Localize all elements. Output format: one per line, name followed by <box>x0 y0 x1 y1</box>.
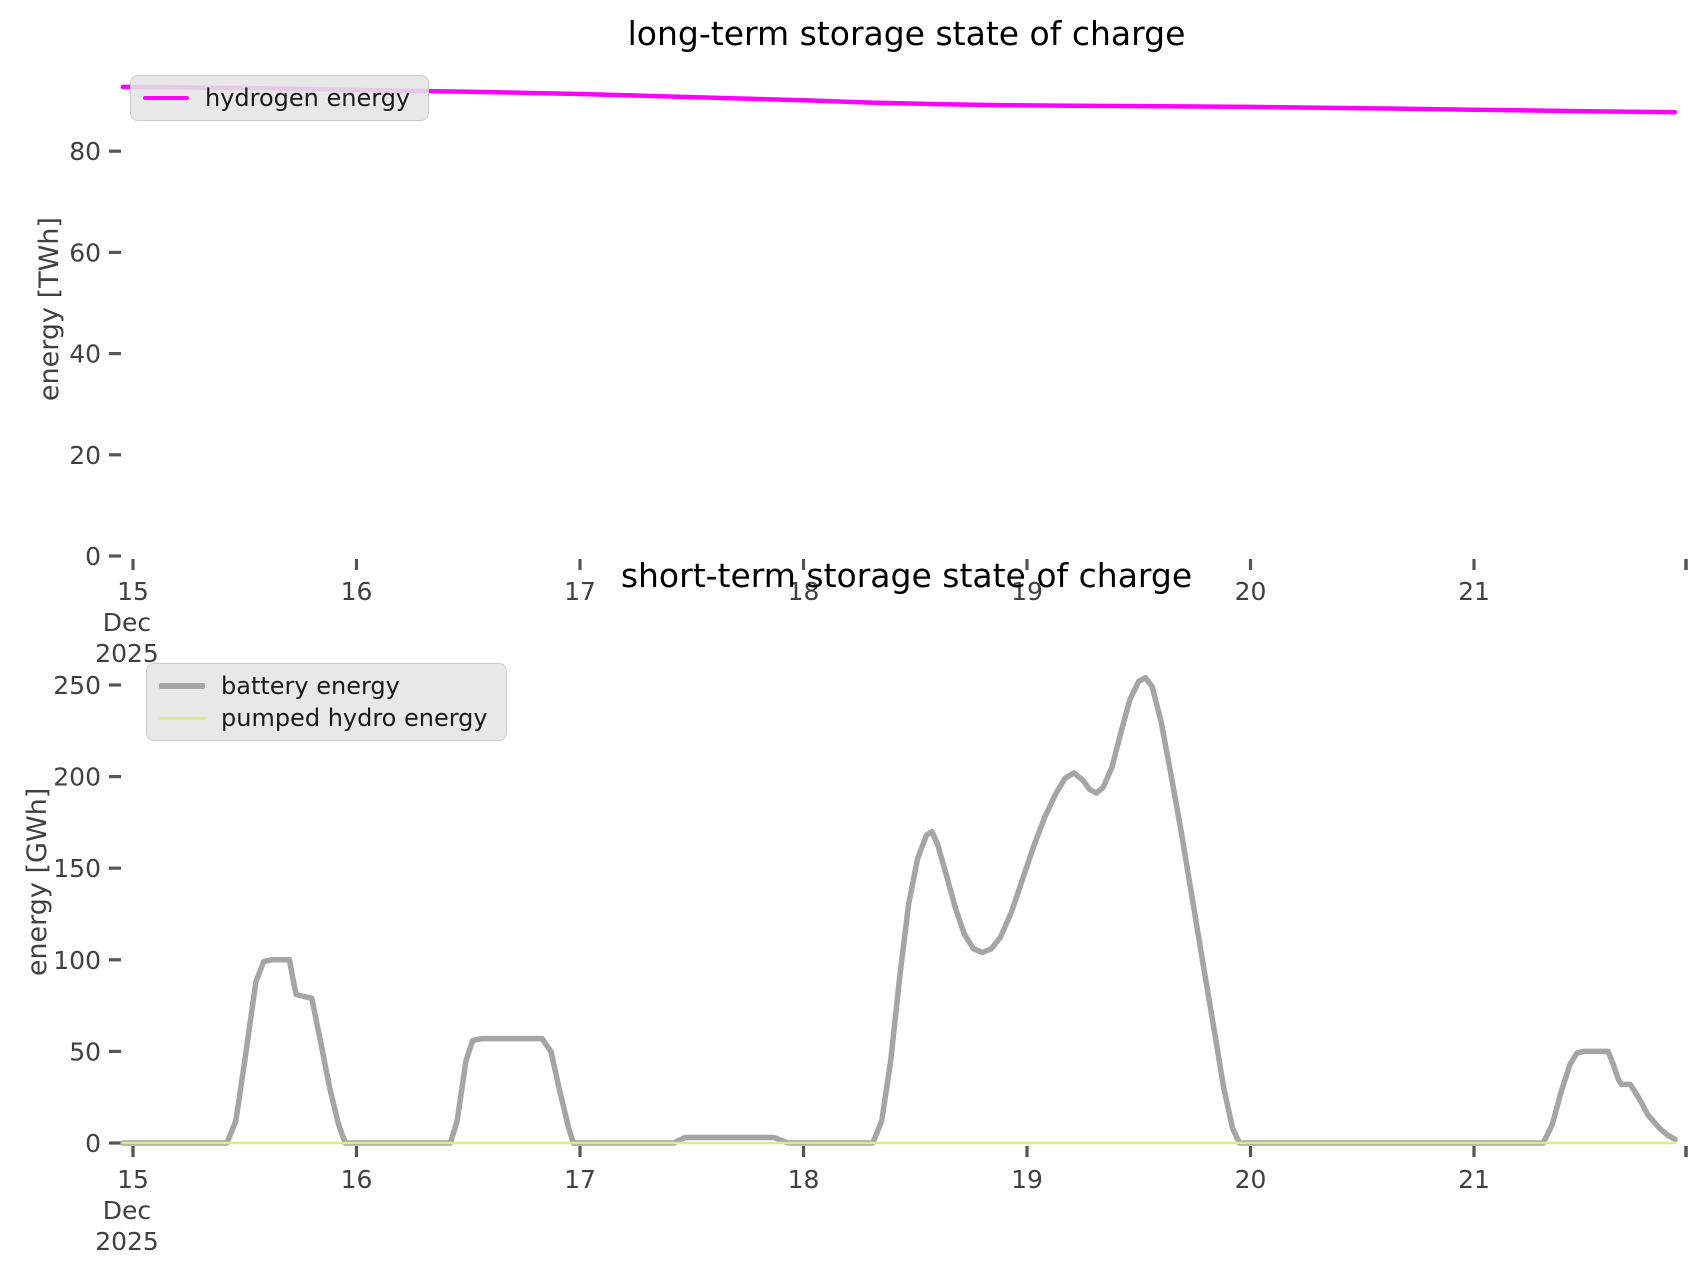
battery-energy-line <box>120 674 1678 1146</box>
y-tick-label: 200 <box>53 763 101 792</box>
y-tick-label: 80 <box>69 137 101 166</box>
hydrogen-energy-line <box>120 84 1678 115</box>
y-axis-label: energy [TWh] <box>34 217 65 401</box>
y-tick-label: 0 <box>85 1129 101 1158</box>
top-chart-legend: hydrogen energy <box>130 75 430 121</box>
y-axis-label: energy [GWh] <box>22 788 53 976</box>
x-tick-label: 21 <box>1458 577 1490 606</box>
legend-entry-hydrogen: hydrogen energy <box>143 84 410 112</box>
legend-label-hydrogen: hydrogen energy <box>205 84 411 112</box>
legend-entry-battery: battery energy <box>159 672 488 700</box>
x-tick-label: 20 <box>1235 1165 1267 1194</box>
x-tick-label: 18 <box>788 577 820 606</box>
x-tick-label: 21 <box>1458 1165 1490 1194</box>
battery-line-sample-icon <box>159 683 205 689</box>
hydrogen-line-sample-icon <box>143 95 189 101</box>
x-tick-label: 20 <box>1235 577 1267 606</box>
x-tick-label: 16 <box>341 1165 373 1194</box>
legend-entry-pumped-hydro: pumped hydro energy <box>159 704 488 732</box>
x-tick-label: 17 <box>564 1165 596 1194</box>
top-chart-title: long-term storage state of charge <box>627 14 1186 53</box>
x-tick-month-label: Dec <box>103 1196 151 1225</box>
x-tick-label: 15 <box>117 1165 149 1194</box>
x-tick-label: 19 <box>1011 577 1043 606</box>
y-tick-label: 20 <box>69 441 101 470</box>
legend-label-battery: battery energy <box>221 672 400 700</box>
y-tick-label: 250 <box>53 671 101 700</box>
y-tick-label: 100 <box>53 946 101 975</box>
x-tick-label: 17 <box>564 577 596 606</box>
x-tick-year-label: 2025 <box>95 639 159 668</box>
x-tick-label: 15 <box>117 577 149 606</box>
y-tick-label: 60 <box>69 238 101 267</box>
legend-label-pumped-hydro: pumped hydro energy <box>221 704 488 732</box>
y-tick-label: 50 <box>69 1037 101 1066</box>
x-tick-month-label: Dec <box>103 608 151 637</box>
y-tick-label: 150 <box>53 854 101 883</box>
bottom-chart-title: short-term storage state of charge <box>620 556 1193 595</box>
x-tick-label: 19 <box>1011 1165 1043 1194</box>
x-tick-year-label: 2025 <box>95 1227 159 1256</box>
x-tick-label: 18 <box>788 1165 820 1194</box>
y-tick-label: 0 <box>85 542 101 571</box>
y-tick-label: 40 <box>69 340 101 369</box>
x-tick-label: 16 <box>341 577 373 606</box>
bottom-chart-legend: battery energy pumped hydro energy <box>146 663 507 741</box>
pumped-hydro-line-sample-icon <box>159 716 205 720</box>
